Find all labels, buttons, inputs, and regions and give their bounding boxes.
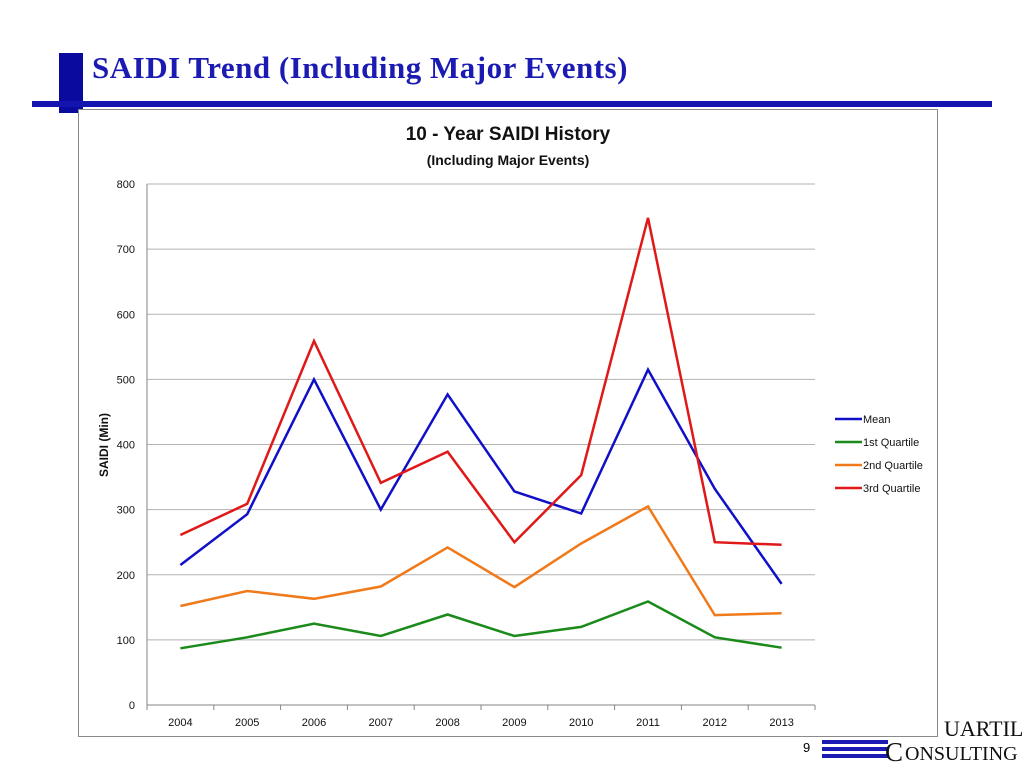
y-tick-label: 600	[117, 309, 135, 321]
series-line-mean	[179, 366, 783, 585]
chart-frame	[78, 109, 938, 737]
x-tick-label: 2010	[569, 717, 593, 729]
grid-lines	[147, 183, 815, 641]
series-lines	[179, 217, 783, 650]
company-logo: UARTILE C ONSULTING	[822, 716, 1024, 768]
slide-title: SAIDI Trend (Including Major Events)	[92, 50, 628, 85]
legend-label-mean: Mean	[863, 414, 891, 426]
x-tick-label: 2008	[435, 717, 459, 729]
logo-text-line2: ONSULTING	[905, 743, 1018, 765]
legend-label-2nd-quartile: 2nd Quartile	[863, 460, 923, 472]
y-tick-label: 200	[117, 570, 135, 582]
legend-label-1st-quartile: 1st Quartile	[863, 437, 919, 449]
y-tick-label: 0	[129, 700, 135, 712]
y-axis-label: SAIDI (Min)	[97, 413, 111, 477]
y-tick-label: 100	[117, 635, 135, 647]
series-line-1st-quartile	[180, 600, 782, 650]
logo-text-line2-initial: C	[885, 737, 904, 767]
axes: 0 100 200 300 400 500 600 700 800 2004 2005 2006 200…	[117, 179, 816, 729]
title-divider	[32, 101, 992, 107]
y-tick-label: 700	[117, 244, 135, 256]
x-tick-label: 2013	[769, 717, 793, 729]
y-tick-label: 500	[117, 374, 135, 386]
page-number: 9	[803, 740, 811, 755]
series-line-3rd-quartile	[179, 217, 782, 547]
y-tick-label: 300	[117, 505, 135, 517]
x-tick-label: 2007	[369, 717, 393, 729]
legend: Mean 1st Quartile 2nd Quartile 3rd Quartile	[835, 414, 923, 495]
x-tick-label: 2005	[235, 717, 259, 729]
chart-title: 10 - Year SAIDI History	[406, 124, 611, 145]
x-tick-label: 2009	[502, 717, 526, 729]
logo-bars-icon	[822, 740, 888, 758]
x-tick-label: 2006	[302, 717, 326, 729]
legend-label-3rd-quartile: 3rd Quartile	[863, 483, 920, 495]
series-line-2nd-quartile	[180, 504, 782, 617]
x-tick-label: 2011	[636, 717, 660, 729]
chart-subtitle: (Including Major Events)	[427, 152, 590, 168]
x-tick-label: 2012	[703, 717, 727, 729]
x-tick-label: 2004	[168, 717, 192, 729]
logo-text-line1: UARTILE	[944, 716, 1024, 741]
y-tick-label: 800	[117, 179, 135, 191]
y-tick-label: 400	[117, 440, 135, 452]
